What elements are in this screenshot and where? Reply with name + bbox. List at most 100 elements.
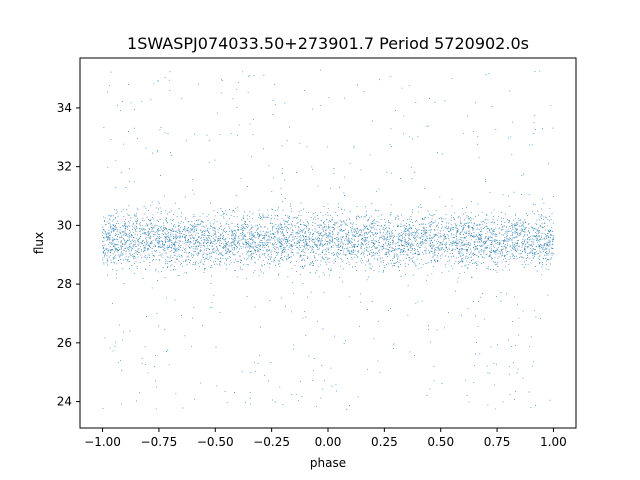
data-point <box>317 240 319 242</box>
data-point <box>308 234 310 236</box>
data-point <box>207 245 209 247</box>
data-point <box>160 246 162 248</box>
data-point <box>420 203 421 205</box>
data-point <box>112 350 114 352</box>
data-point <box>256 249 258 251</box>
data-point <box>489 231 491 233</box>
data-point <box>281 249 283 251</box>
data-point <box>393 263 395 265</box>
data-point <box>354 244 355 246</box>
data-point <box>392 260 394 262</box>
data-point <box>134 127 136 129</box>
data-point <box>214 261 216 263</box>
data-point <box>389 253 391 255</box>
data-point <box>519 229 521 231</box>
data-point <box>117 254 119 256</box>
data-point <box>500 255 502 257</box>
data-point <box>479 223 481 225</box>
data-point <box>377 259 378 261</box>
data-point <box>491 244 493 246</box>
data-point <box>231 234 233 236</box>
data-point <box>527 252 529 254</box>
data-point <box>411 218 412 220</box>
data-point <box>478 244 480 246</box>
data-point <box>235 238 236 240</box>
data-point <box>216 211 218 213</box>
data-point <box>147 231 149 232</box>
data-point <box>451 205 453 207</box>
data-point <box>174 242 176 244</box>
data-point <box>222 229 224 231</box>
data-point <box>243 211 245 213</box>
data-point <box>524 219 526 221</box>
data-point <box>387 241 389 243</box>
data-point <box>418 268 420 270</box>
data-point <box>410 246 412 248</box>
data-point <box>527 263 529 265</box>
data-point <box>464 237 466 239</box>
data-point <box>213 263 215 265</box>
data-point <box>461 248 463 250</box>
data-point <box>233 247 235 249</box>
data-point <box>256 246 257 248</box>
data-point <box>266 251 268 253</box>
data-point <box>173 269 174 271</box>
data-point <box>547 243 549 245</box>
data-point <box>467 257 469 259</box>
data-point <box>384 224 386 226</box>
data-point <box>125 248 126 250</box>
data-point <box>290 208 292 210</box>
data-point <box>441 248 443 250</box>
data-point <box>204 269 206 271</box>
data-point <box>312 225 314 227</box>
data-point <box>462 236 464 238</box>
data-point <box>532 248 534 250</box>
data-point <box>274 236 276 238</box>
data-point <box>406 226 408 227</box>
data-point <box>524 228 526 230</box>
data-point <box>484 247 486 249</box>
data-point <box>379 237 381 238</box>
data-point <box>296 238 298 239</box>
data-point <box>269 222 271 224</box>
data-point <box>123 238 125 240</box>
data-point <box>274 257 276 259</box>
data-point <box>364 234 366 236</box>
data-point <box>323 245 325 246</box>
data-point <box>276 230 278 232</box>
data-point <box>282 238 284 240</box>
data-point <box>155 355 156 357</box>
data-point <box>206 216 208 218</box>
data-point <box>329 221 331 222</box>
data-point <box>347 244 349 246</box>
data-point <box>165 258 167 260</box>
data-point <box>528 239 530 240</box>
data-point <box>320 233 322 235</box>
data-point <box>249 245 251 247</box>
data-point <box>531 244 533 246</box>
data-point <box>270 230 272 232</box>
data-point <box>211 301 213 303</box>
data-point <box>163 230 165 232</box>
data-point <box>422 263 424 265</box>
data-point <box>157 241 159 243</box>
data-point <box>229 256 231 258</box>
data-point <box>509 231 511 232</box>
data-point <box>475 261 477 263</box>
data-point <box>486 228 488 230</box>
data-point <box>495 251 497 253</box>
data-point <box>535 237 537 239</box>
data-point <box>204 261 206 263</box>
data-point <box>103 127 105 129</box>
data-point <box>252 226 254 228</box>
data-point <box>284 197 286 199</box>
data-point <box>459 272 461 274</box>
data-point <box>334 224 335 226</box>
data-point <box>219 240 221 242</box>
data-point <box>421 235 423 237</box>
data-point <box>484 238 486 239</box>
data-point <box>441 247 443 248</box>
data-point <box>481 237 483 239</box>
data-point <box>448 312 450 314</box>
data-point <box>223 236 224 238</box>
